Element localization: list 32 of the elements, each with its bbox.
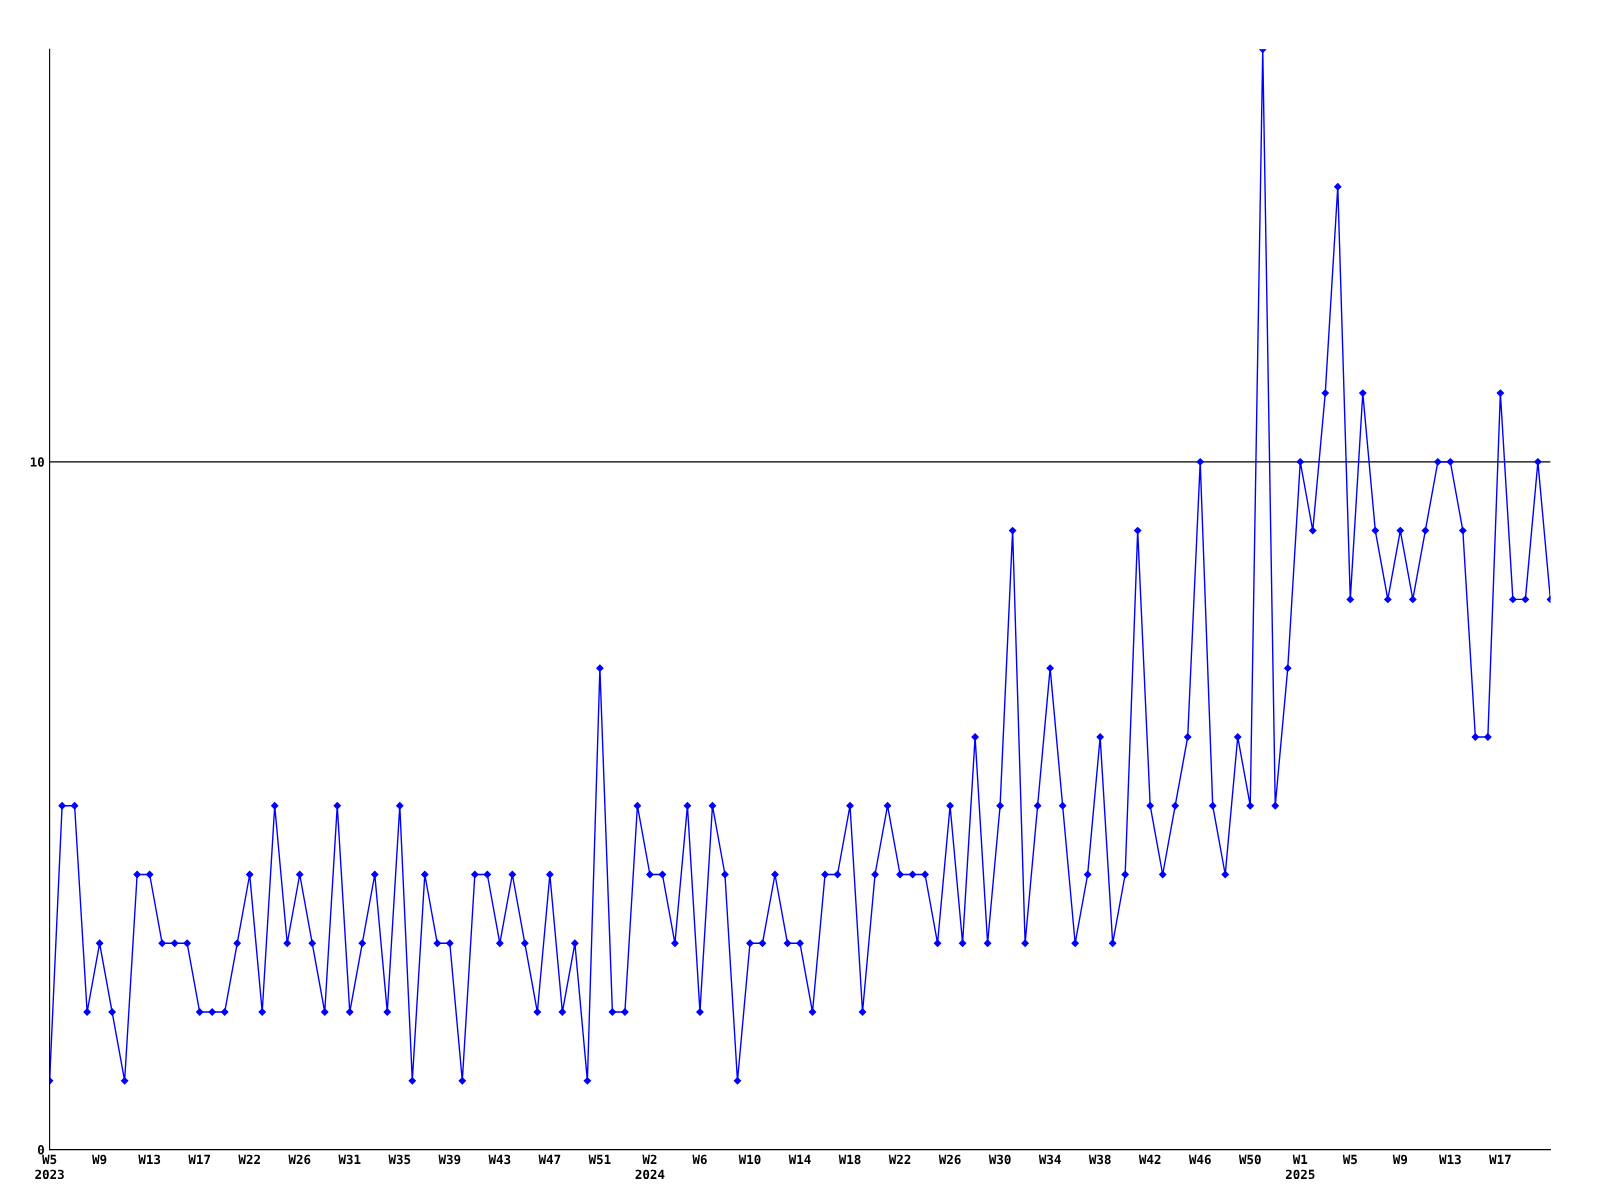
x-tick-label: W13 (138, 1154, 161, 1165)
x-tick-label: W50 (1238, 1154, 1261, 1165)
x-tick-label: W34 (1038, 1154, 1061, 1165)
x-tick-label: W26 (288, 1154, 311, 1165)
x-tick-label: W14 (788, 1154, 811, 1164)
x-tick-label: W2 2024 (635, 1154, 665, 1180)
x-tick-label: W43 (488, 1154, 511, 1165)
y-tick-label: 0 (37, 1145, 44, 1155)
x-tick-label: W5 (1342, 1154, 1357, 1165)
x-tick-label: W13 (1439, 1154, 1461, 1165)
x-tick-label: W1 2025 (1285, 1154, 1315, 1180)
x-tick-label: W18 (838, 1154, 861, 1165)
y-tick-label: 10 (30, 457, 44, 467)
x-tick-label: W10 (738, 1154, 761, 1165)
x-tick-label: W22 (238, 1154, 260, 1164)
x-tick-label: W9 (1392, 1154, 1408, 1165)
x-tick-label: W26 (938, 1154, 961, 1165)
x-tick-label: W31 (338, 1154, 361, 1165)
x-tick-label: W5 2023 (35, 1154, 64, 1180)
x-tick-label: W38 (1088, 1154, 1111, 1165)
x-tick-label: W9 (92, 1154, 107, 1165)
x-tick-label: W17 (1489, 1154, 1511, 1164)
x-tick-label: W30 (988, 1154, 1011, 1165)
x-tick-label: W46 (1188, 1154, 1211, 1165)
x-tick-label: W42 (1138, 1154, 1161, 1164)
x-tick-label: W17 (188, 1154, 211, 1164)
x-tick-label: W22 (888, 1154, 911, 1164)
x-tick-label: W35 (388, 1154, 411, 1165)
x-tick-label: W47 (538, 1154, 561, 1164)
x-tick-label: W51 (588, 1154, 611, 1165)
x-tick-label: W6 (692, 1154, 707, 1165)
x-tick-label: W39 (438, 1154, 461, 1165)
